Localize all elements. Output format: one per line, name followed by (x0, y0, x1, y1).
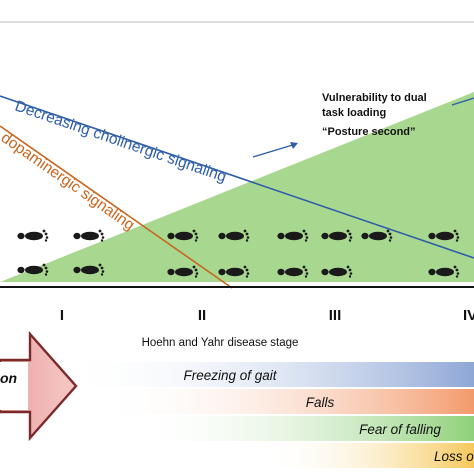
band-fear (128, 416, 474, 441)
vulnerability-triangle (0, 92, 474, 282)
arrow-label: on (0, 370, 17, 386)
stage-axis-title: Hoehn and Yahr disease stage (142, 337, 299, 349)
posture-second-label: “Posture second” (322, 126, 416, 138)
footprint-icon (17, 229, 49, 242)
trend-arrow-right (451, 97, 474, 106)
band-falls-label: Falls (306, 395, 335, 410)
vulnerability-line2: task loading (322, 107, 386, 119)
cholinergic-line (0, 95, 474, 259)
stage-label-2: II (198, 307, 206, 324)
band-freezing-label: Freezing of gait (183, 368, 277, 383)
footprint-icon (73, 229, 105, 242)
band-loss-label: Loss o (434, 449, 474, 464)
band-freezing (62, 362, 474, 387)
stage-label-3: III (329, 307, 342, 324)
dopaminergic-line (0, 125, 233, 289)
progression-arrow (0, 330, 78, 442)
trend-arrow-head (290, 142, 298, 149)
vulnerability-line1: Vulnerability to dual (322, 92, 427, 104)
band-loss (262, 443, 474, 468)
band-falls (100, 389, 474, 414)
trend-arrow (252, 143, 297, 158)
arrow-label-bg (0, 362, 28, 410)
stage-label-1: I (60, 307, 64, 324)
band-fear-label: Fear of falling (359, 422, 441, 437)
stage-label-4: IV (463, 307, 474, 324)
